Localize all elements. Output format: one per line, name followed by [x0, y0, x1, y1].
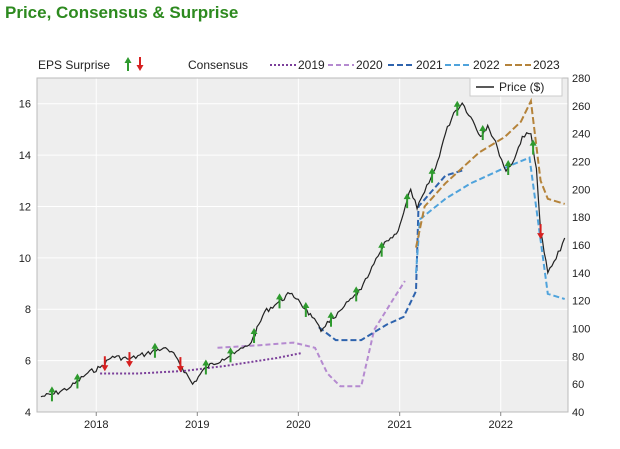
legend-price-label: Price ($) — [499, 80, 544, 94]
surprise-down-icon — [101, 356, 109, 372]
legend-label-2021: 2021 — [416, 58, 443, 72]
surprise-up-icon — [227, 347, 235, 363]
legend-down-arrow-icon — [136, 57, 144, 71]
legend-eps-surprise-label: EPS Surprise — [38, 58, 110, 72]
chart-title: Price, Consensus & Surprise — [5, 3, 239, 22]
surprise-down-icon — [537, 224, 545, 240]
consensus-line-2021 — [318, 169, 463, 342]
surprise-up-icon — [48, 386, 56, 402]
eps-axis-ticks: 4 6 8 10 12 14 16 — [19, 99, 31, 419]
price-tick-label: 180 — [572, 212, 590, 224]
consensus-line-2023 — [415, 97, 565, 248]
price-tick-label: 260 — [572, 101, 590, 113]
surprise-up-icon — [250, 328, 258, 344]
surprise-up-icon — [352, 286, 360, 302]
surprise-up-icon — [151, 342, 159, 358]
price-legend-box — [469, 77, 563, 97]
surprise-down-icon — [176, 357, 184, 373]
eps-tick-label: 10 — [19, 253, 31, 265]
gridlines — [36, 77, 569, 413]
legend-up-arrow-icon — [124, 57, 132, 71]
surprise-up-icon — [327, 311, 335, 327]
price-tick-label: 40 — [572, 407, 584, 419]
price-tick-label: 280 — [572, 73, 590, 85]
surprise-up-icon — [453, 100, 461, 116]
price-tick-label: 120 — [572, 296, 590, 308]
price-tick-label: 240 — [572, 129, 590, 141]
surprise-up-icon — [403, 193, 411, 209]
surprise-up-icon — [504, 160, 512, 176]
eps-tick-label: 12 — [19, 201, 31, 213]
consensus-line-2020 — [217, 280, 406, 388]
surprise-up-icon — [276, 293, 284, 309]
price-axis-ticks: 40 60 80 100 120 140 160 180 200 220 240 260 280 — [572, 73, 590, 419]
surprise-up-icon — [378, 241, 386, 257]
price-tick-label: 100 — [572, 324, 590, 336]
price-tick-label: 60 — [572, 379, 584, 391]
price-tick-label: 80 — [572, 351, 584, 363]
x-tick-label: 2020 — [286, 419, 310, 431]
legend-label-2019: 2019 — [298, 58, 325, 72]
eps-tick-label: 6 — [25, 356, 31, 368]
surprise-up-icon — [302, 301, 310, 317]
x-tick-label: 2022 — [488, 419, 512, 431]
x-tick-label: 2018 — [84, 419, 108, 431]
x-tick-label: 2019 — [185, 419, 209, 431]
plot-border — [36, 77, 569, 413]
legend-label-2023: 2023 — [533, 58, 560, 72]
price-tick-label: 200 — [572, 184, 590, 196]
legend: EPS Surprise Consensus 2019 2020 2021 2022 202… — [38, 57, 563, 97]
price-tick-label: 160 — [572, 240, 590, 252]
surprise-down-icon — [125, 352, 133, 368]
surprise-up-icon — [202, 359, 210, 375]
price-tick-label: 140 — [572, 268, 590, 280]
legend-label-2020: 2020 — [356, 58, 383, 72]
eps-tick-label: 14 — [19, 150, 31, 162]
surprise-up-icon — [428, 167, 436, 183]
surprise-up-icon — [529, 139, 537, 155]
plot-background — [37, 78, 568, 412]
eps-tick-label: 8 — [25, 304, 31, 316]
x-axis-ticks: 2018 2019 2020 2021 2022 — [84, 412, 513, 431]
x-tick-label: 2021 — [387, 419, 411, 431]
surprise-up-icon — [73, 373, 81, 389]
legend-label-2022: 2022 — [473, 58, 500, 72]
price-tick-label: 220 — [572, 157, 590, 169]
eps-tick-label: 16 — [19, 99, 31, 111]
eps-tick-label: 4 — [25, 407, 31, 419]
surprise-up-icon — [479, 125, 487, 141]
eps-surprise-markers — [48, 100, 545, 402]
legend-consensus-label: Consensus — [188, 58, 248, 72]
